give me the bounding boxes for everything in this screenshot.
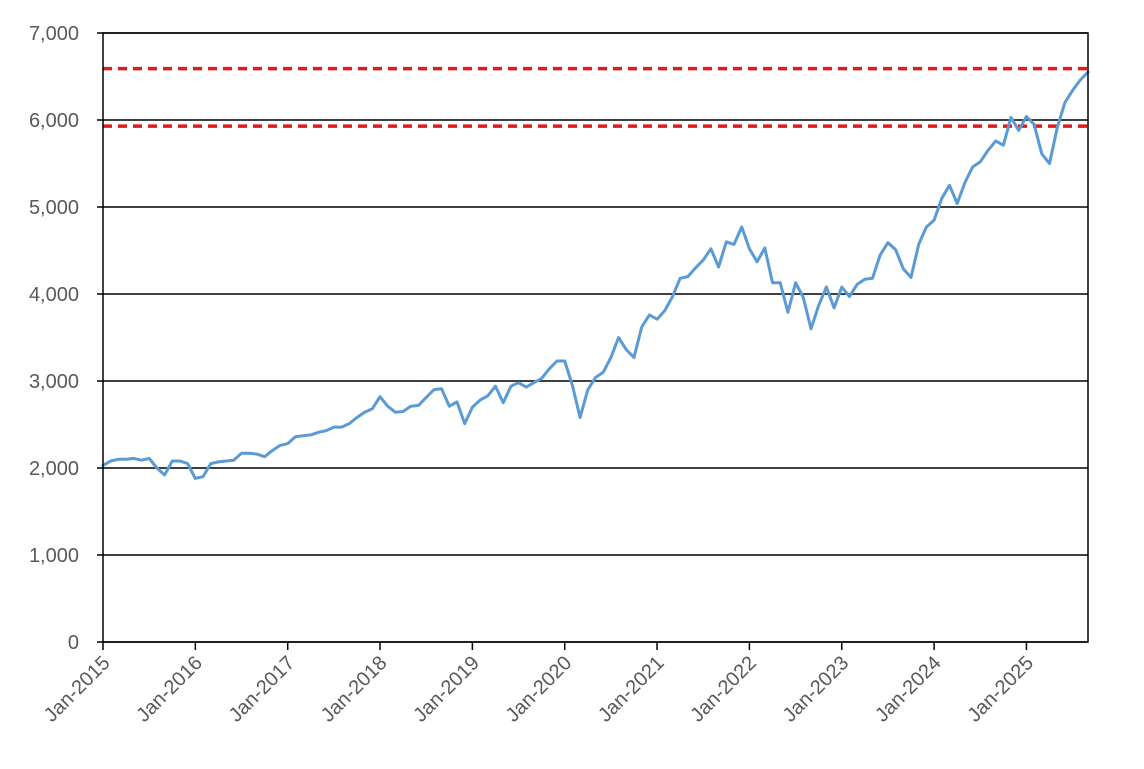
x-tick-label: Jan-2016 [132, 652, 207, 727]
x-tick-label: Jan-2018 [317, 652, 392, 727]
y-tick-label: 0 [68, 632, 79, 654]
plot-frame [102, 32, 1089, 643]
y-tick-label: 6,000 [29, 110, 79, 132]
x-tick-label: Jan-2017 [225, 652, 300, 727]
y-tick-label: 4,000 [29, 284, 79, 306]
y-tick-label: 5,000 [29, 197, 79, 219]
x-tick-label: Jan-2021 [594, 652, 669, 727]
reference-lines [103, 66, 1088, 128]
y-tick-label: 3,000 [29, 371, 79, 393]
x-tick-label: Jan-2020 [502, 652, 577, 727]
x-tick-label: Jan-2019 [409, 652, 484, 727]
x-tick-label: Jan-2015 [40, 652, 115, 727]
x-tick-label: Jan-2024 [871, 652, 946, 727]
x-tick-label: Jan-2022 [686, 652, 761, 727]
y-tick-label: 1,000 [29, 545, 79, 567]
y-axis-ticks: 0 1,000 2,000 3,000 4,000 5,000 6,000 7,000 [29, 23, 103, 654]
x-tick-label: Jan-2023 [779, 652, 854, 727]
x-tick-label: Jan-2025 [963, 652, 1038, 727]
y-tick-label: 2,000 [29, 458, 79, 480]
x-axis-ticks: Jan-2015 Jan-2016 Jan-2017 Jan-2018 Jan-2019… [40, 642, 1038, 727]
y-tick-label: 7,000 [29, 23, 79, 45]
series-line [101, 70, 1090, 480]
gridlines [103, 32, 1088, 643]
